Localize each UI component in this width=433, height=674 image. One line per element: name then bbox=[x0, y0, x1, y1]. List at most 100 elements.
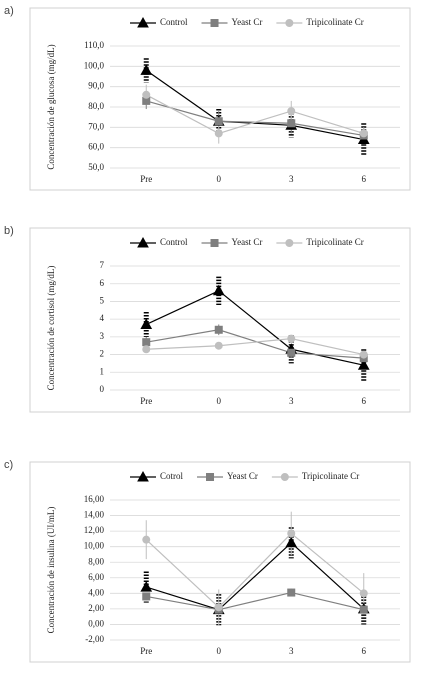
legend-marker bbox=[210, 239, 219, 247]
x-tick-label: 6 bbox=[362, 396, 367, 406]
y-tick-label: 2,00 bbox=[88, 603, 104, 613]
legend-marker bbox=[285, 239, 294, 247]
point bbox=[287, 529, 296, 538]
series-line bbox=[146, 541, 365, 611]
x-tick-label: Pre bbox=[140, 174, 152, 184]
legend-marker bbox=[206, 473, 215, 481]
y-axis-label: Concentración de glucosa (mg/dL) bbox=[46, 44, 56, 169]
legend-marker bbox=[137, 16, 149, 28]
panel-frame bbox=[29, 227, 411, 413]
legend-label: Control bbox=[160, 17, 188, 27]
point bbox=[142, 592, 151, 601]
point bbox=[214, 325, 223, 334]
panel-frame bbox=[29, 461, 411, 663]
series-line bbox=[146, 329, 364, 359]
x-tick-label: 6 bbox=[362, 646, 367, 656]
point bbox=[359, 605, 368, 614]
point bbox=[142, 338, 151, 347]
x-tick-label: Pre bbox=[140, 646, 152, 656]
y-tick-label: 0 bbox=[100, 384, 105, 394]
y-tick-label: 2 bbox=[100, 349, 105, 359]
point bbox=[285, 536, 298, 548]
legend-label: Yeast Cr bbox=[232, 237, 263, 247]
y-tick-label: 60,0 bbox=[88, 142, 104, 152]
x-tick-label: 3 bbox=[289, 174, 294, 184]
y-tick-label: 10,00 bbox=[84, 541, 105, 551]
y-tick-label: 4,00 bbox=[88, 587, 104, 597]
x-tick-label: 3 bbox=[289, 396, 294, 406]
point bbox=[357, 359, 370, 370]
legend-marker bbox=[280, 473, 289, 481]
point bbox=[142, 90, 151, 99]
y-tick-label: 90,0 bbox=[88, 81, 104, 91]
y-tick-label: 5 bbox=[100, 295, 105, 305]
point bbox=[142, 345, 151, 354]
y-tick-label: 16,00 bbox=[84, 494, 105, 504]
legend-marker bbox=[285, 19, 294, 27]
point bbox=[287, 334, 296, 343]
x-tick-label: 0 bbox=[217, 396, 222, 406]
panel-label: a) bbox=[4, 5, 14, 17]
series-line bbox=[146, 100, 364, 137]
y-tick-label: 12,00 bbox=[84, 525, 105, 535]
x-tick-label: Pre bbox=[140, 396, 152, 406]
point bbox=[359, 589, 368, 598]
y-tick-label: 3 bbox=[100, 331, 105, 341]
point bbox=[214, 129, 223, 138]
legend-label: Cotrol bbox=[160, 471, 184, 481]
point bbox=[287, 348, 296, 357]
legend-marker bbox=[137, 470, 149, 482]
y-tick-label: 8,00 bbox=[88, 556, 104, 566]
x-tick-label: 6 bbox=[362, 174, 367, 184]
point bbox=[359, 129, 368, 138]
y-tick-label: 110,0 bbox=[84, 40, 104, 50]
legend-label: Tripicolinate Cr bbox=[302, 471, 359, 481]
point bbox=[287, 119, 296, 128]
y-tick-label: -2,00 bbox=[85, 634, 104, 644]
series-line bbox=[145, 94, 364, 135]
legend-label: Control bbox=[160, 237, 188, 247]
legend-marker bbox=[210, 19, 219, 27]
y-axis-label: Concentración de cortisol (mg/dL) bbox=[46, 266, 56, 391]
y-tick-label: 6 bbox=[100, 278, 105, 288]
y-tick-label: 70,0 bbox=[88, 121, 104, 131]
y-tick-label: 50,0 bbox=[88, 162, 104, 172]
point bbox=[140, 318, 153, 329]
point bbox=[140, 581, 153, 592]
panel-label: c) bbox=[4, 459, 13, 471]
point bbox=[214, 341, 223, 350]
x-tick-label: 0 bbox=[217, 646, 222, 656]
y-tick-label: 1 bbox=[100, 366, 105, 376]
point bbox=[287, 107, 296, 116]
y-tick-label: 4 bbox=[100, 313, 105, 323]
y-tick-label: 0,00 bbox=[88, 619, 104, 629]
series-line bbox=[146, 338, 364, 356]
legend-label: Tripicolinate Cr bbox=[306, 237, 363, 247]
legend-label: Yeast Cr bbox=[232, 17, 263, 27]
legend-label: Yeast Cr bbox=[227, 471, 258, 481]
series-line bbox=[146, 591, 364, 611]
legend-label: Tripicolinate Cr bbox=[306, 17, 363, 27]
point bbox=[142, 535, 151, 544]
panel-frame bbox=[29, 7, 411, 191]
series-line bbox=[145, 532, 365, 609]
y-tick-label: 6,00 bbox=[88, 572, 104, 582]
point bbox=[140, 64, 153, 75]
x-tick-label: 3 bbox=[289, 646, 294, 656]
series-line bbox=[145, 290, 364, 366]
point bbox=[214, 117, 223, 126]
series-line bbox=[145, 69, 364, 141]
y-tick-label: 100,0 bbox=[84, 60, 105, 70]
y-tick-label: 14,00 bbox=[84, 510, 105, 520]
y-axis-label: Concentración de insulina (UI/mL) bbox=[46, 507, 56, 634]
y-tick-label: 80,0 bbox=[88, 101, 104, 111]
panel-label: b) bbox=[4, 225, 14, 237]
x-tick-label: 0 bbox=[217, 174, 222, 184]
point bbox=[359, 350, 368, 359]
y-tick-label: 7 bbox=[100, 260, 105, 270]
point bbox=[214, 603, 223, 612]
point bbox=[212, 284, 225, 296]
point bbox=[287, 588, 296, 597]
legend-marker bbox=[137, 236, 149, 248]
